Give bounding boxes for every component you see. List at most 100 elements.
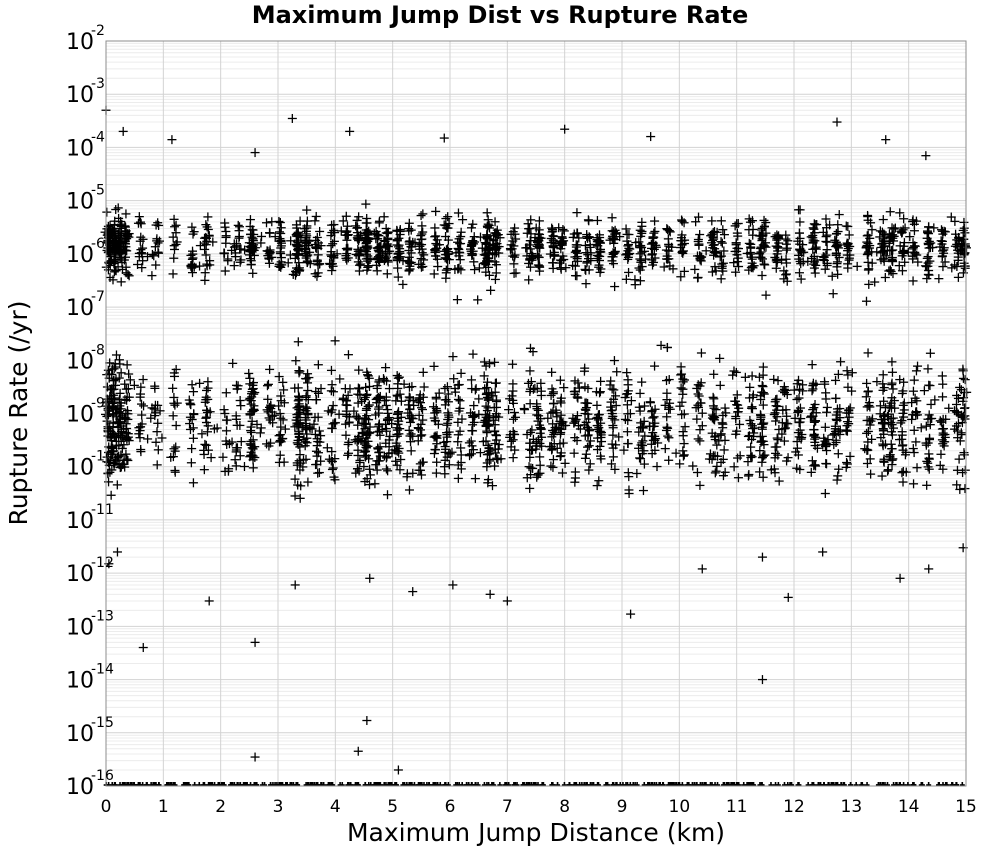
data-point	[468, 349, 478, 359]
floor-point	[561, 782, 567, 786]
data-point	[747, 371, 757, 381]
data-point	[474, 394, 484, 404]
floor-point	[953, 782, 959, 786]
data-point	[596, 376, 606, 386]
data-point	[294, 409, 304, 419]
x-tick-label: 10	[669, 797, 691, 817]
data-point	[490, 274, 500, 284]
data-point	[393, 765, 403, 775]
data-point	[418, 367, 428, 377]
data-point	[301, 391, 311, 401]
floor-point	[272, 782, 278, 786]
data-point	[313, 250, 323, 260]
data-point	[223, 256, 233, 266]
data-point	[153, 445, 163, 455]
data-point	[757, 381, 767, 391]
y-tick-label: 10-15	[66, 715, 114, 747]
data-point	[570, 477, 580, 487]
data-point	[695, 425, 705, 435]
data-point	[622, 400, 632, 410]
floor-point	[744, 782, 750, 786]
data-point	[877, 471, 887, 481]
data-point	[872, 377, 882, 387]
y-tick-label: 10-14	[66, 662, 114, 694]
data-point	[794, 228, 804, 238]
data-point	[248, 463, 258, 473]
y-tick-exponent: -15	[91, 715, 114, 731]
data-point	[867, 225, 877, 235]
data-point	[440, 462, 450, 472]
data-point	[302, 205, 312, 215]
floor-point	[848, 782, 854, 786]
data-point	[109, 458, 119, 468]
data-point	[275, 450, 285, 460]
data-point	[202, 222, 212, 232]
data-point	[822, 407, 832, 417]
data-point	[881, 135, 891, 145]
floor-point	[400, 782, 406, 786]
data-point	[276, 228, 286, 238]
y-tick-label: 10-11	[66, 502, 114, 534]
x-tick-labels: 0 1 2 3 4 5 6 7 8 9 10 11 12 13 14 15	[101, 797, 977, 817]
floor-point	[305, 782, 311, 786]
data-point	[152, 236, 162, 246]
data-point	[230, 455, 240, 465]
floor-point	[348, 782, 354, 786]
data-point	[123, 455, 133, 465]
data-point	[444, 412, 454, 422]
floor-point	[926, 782, 932, 786]
data-point	[221, 415, 231, 425]
floor-point	[156, 782, 162, 786]
floor-point	[656, 782, 662, 786]
floor-point	[181, 782, 187, 786]
data-point	[691, 403, 701, 413]
data-point	[274, 401, 284, 411]
data-point	[188, 229, 198, 239]
floor-point	[217, 782, 223, 786]
data-point	[646, 132, 656, 142]
data-point	[607, 213, 617, 223]
data-point	[294, 428, 304, 438]
data-point	[109, 258, 119, 268]
data-point	[748, 263, 758, 273]
data-point	[911, 366, 921, 376]
floor-point	[859, 782, 865, 786]
floor-point	[327, 782, 333, 786]
data-point	[720, 403, 730, 413]
data-point	[959, 448, 969, 458]
data-points	[100, 105, 972, 775]
data-point	[248, 378, 258, 388]
x-tick-label: 13	[841, 797, 863, 817]
data-point	[351, 221, 361, 231]
x-axis-label: Maximum Jump Distance (km)	[347, 818, 725, 847]
data-point	[262, 405, 272, 415]
data-point	[201, 418, 211, 428]
floor-point	[166, 782, 172, 786]
y-tick-label: 10-10	[66, 449, 114, 481]
floor-point	[949, 782, 955, 786]
data-point	[862, 378, 872, 388]
data-point	[795, 205, 805, 215]
data-point	[120, 462, 130, 472]
floor-point	[259, 782, 265, 786]
data-point	[527, 425, 537, 435]
x-tick-label: 2	[215, 797, 226, 817]
data-point	[909, 479, 919, 489]
data-point	[170, 446, 180, 456]
data-point	[637, 377, 647, 387]
data-point	[758, 362, 768, 372]
data-point	[265, 364, 275, 374]
data-point	[636, 256, 646, 266]
data-point	[696, 348, 706, 358]
data-point	[361, 218, 371, 228]
floor-point	[911, 782, 917, 786]
data-point	[343, 448, 353, 458]
y-tick-label: 10-2	[66, 23, 105, 55]
data-point	[152, 427, 162, 437]
data-point	[204, 596, 214, 606]
floor-point	[864, 782, 870, 786]
data-point	[635, 276, 645, 286]
x-tick-label: 7	[502, 797, 513, 817]
data-point	[335, 374, 345, 384]
